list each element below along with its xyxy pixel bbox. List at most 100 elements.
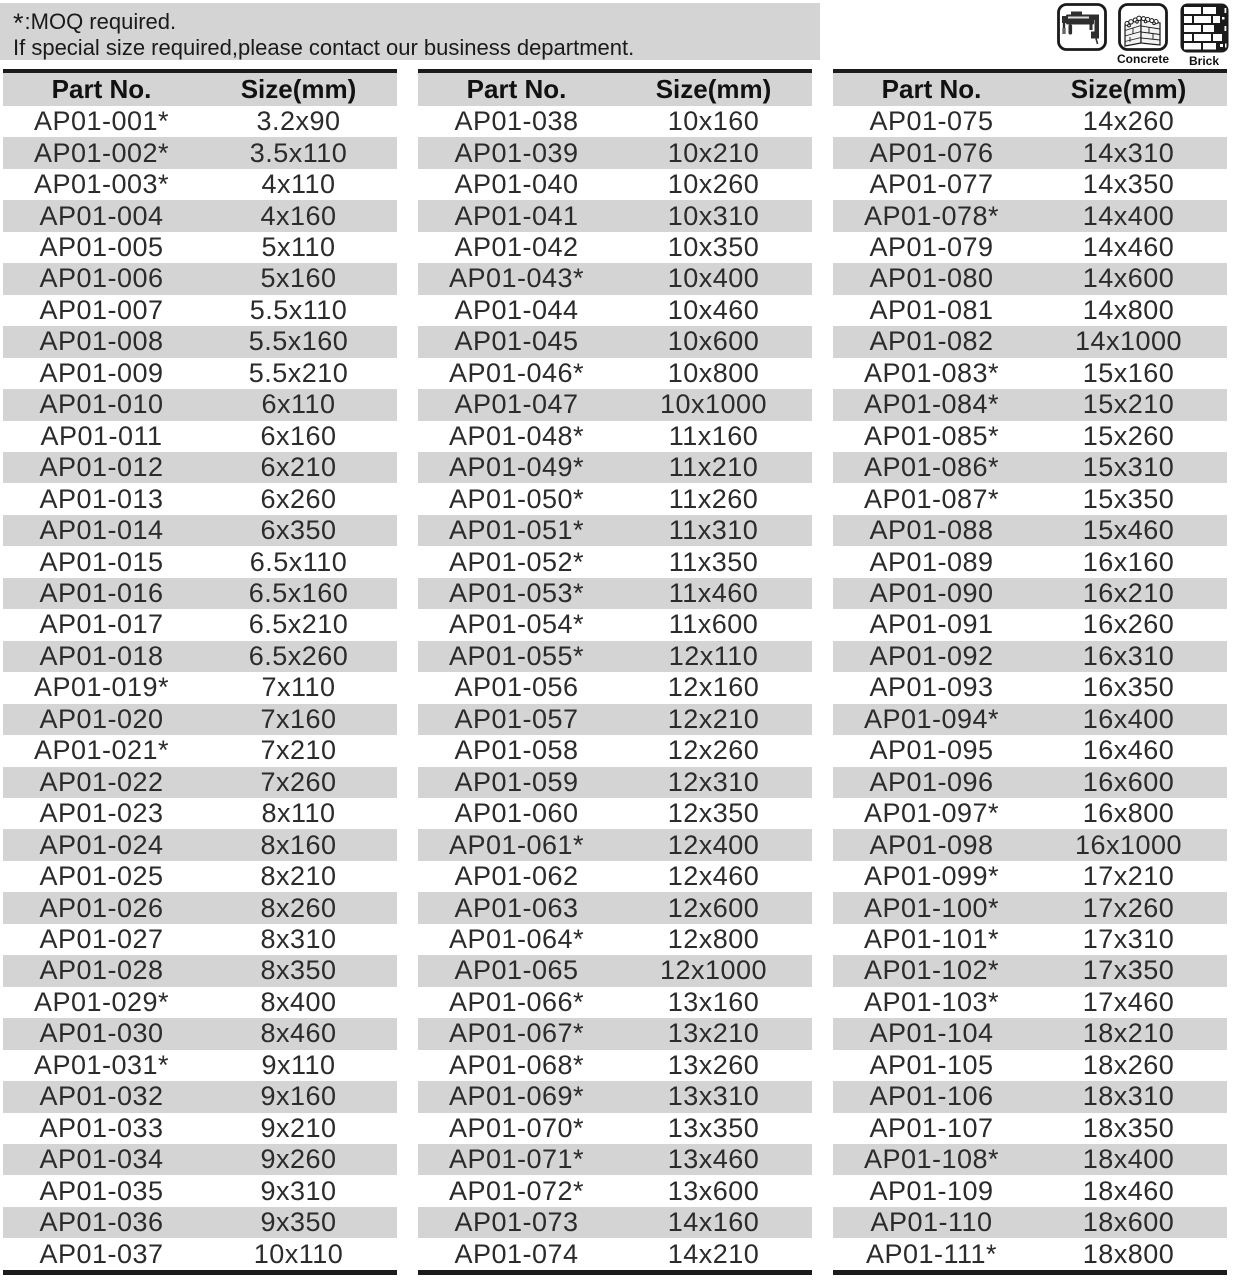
part-no-cell: AP01-040 [454, 169, 579, 200]
size-cell: 18x210 [1082, 1018, 1175, 1049]
part-no-cell: AP01-096 [869, 766, 994, 797]
size-cell: 8x160 [260, 829, 337, 860]
size-cell: 10x260 [667, 169, 760, 200]
table-row: AP01-081 14x800 [833, 294, 1227, 327]
table-row: AP01-109 18x460 [833, 1175, 1227, 1207]
table-row: AP01-085* 15x260 [833, 420, 1227, 452]
size-cell: 11x310 [668, 515, 759, 546]
part-no-cell: AP01-037 [39, 1238, 164, 1269]
part-no-cell: AP01-048* [448, 420, 585, 451]
column-header-part-no: Part No. [881, 74, 982, 104]
part-no-cell: AP01-006 [39, 263, 164, 294]
hammer-drill-icon-cell [1057, 3, 1107, 68]
table-row: AP01-099* 17x210 [833, 860, 1227, 893]
part-no-cell: AP01-033 [39, 1112, 164, 1143]
size-cell: 15x350 [1082, 483, 1175, 514]
part-no-cell: AP01-015 [39, 546, 164, 577]
part-no-cell: AP01-058 [454, 735, 579, 766]
parts-table-2: Part No. Size(mm) AP01-038 10x160 AP01-039… [418, 69, 812, 1275]
part-no-cell: AP01-029* [33, 986, 170, 1017]
part-no-cell: AP01-065 [454, 955, 579, 986]
table-row: AP01-066* 13x160 [418, 986, 812, 1019]
part-no-cell: AP01-013 [39, 483, 164, 514]
part-no-cell: AP01-050* [448, 483, 585, 514]
size-cell: 12x600 [667, 892, 760, 923]
table-row: AP01-106 18x310 [833, 1081, 1227, 1113]
table-row: AP01-072* 13x600 [418, 1175, 812, 1207]
table-body: AP01-075 14x260 AP01-076 14x310 AP01-077 14x3… [833, 106, 1227, 1270]
table-row: AP01-028 8x350 [3, 955, 397, 987]
part-no-cell: AP01-093 [869, 672, 994, 703]
table-row: AP01-092 16x310 [833, 640, 1227, 673]
size-cell: 17x460 [1082, 986, 1175, 1017]
part-no-cell: AP01-083* [863, 357, 1000, 388]
size-cell: 18x400 [1082, 1144, 1175, 1175]
table-row: AP01-016 6.5x160 [3, 577, 397, 610]
column-header-size: Size(mm) [240, 74, 357, 104]
size-cell: 7x110 [261, 672, 336, 703]
table-row: AP01-105 18x260 [833, 1049, 1227, 1082]
size-cell: 8x310 [260, 924, 337, 954]
size-cell: 5x110 [261, 232, 336, 263]
size-cell: 13x600 [667, 1175, 760, 1206]
part-no-cell: AP01-044 [454, 294, 579, 325]
size-cell: 10x210 [667, 137, 760, 168]
column-header-size: Size(mm) [1070, 74, 1187, 104]
column-header-part-no: Part No. [466, 74, 567, 104]
part-no-cell: AP01-009 [39, 357, 164, 388]
size-cell: 12x260 [667, 735, 760, 766]
table-row: AP01-037 10x110 [3, 1238, 397, 1270]
table-row: AP01-078* 14x400 [833, 200, 1227, 232]
table-row: AP01-069* 13x310 [418, 1081, 812, 1113]
part-no-cell: AP01-094* [863, 703, 1000, 734]
size-cell: 12x400 [667, 829, 760, 860]
table-row: AP01-094* 16x400 [833, 703, 1227, 736]
size-cell: 12x350 [667, 798, 760, 829]
size-cell: 6x110 [261, 389, 336, 420]
part-no-cell: AP01-066* [448, 986, 585, 1017]
part-no-cell: AP01-060 [454, 798, 579, 829]
size-cell: 10x160 [667, 106, 760, 137]
table-row: AP01-008 5.5x160 [3, 326, 397, 358]
part-no-cell: AP01-027 [39, 924, 164, 954]
size-cell: 7x160 [260, 703, 337, 734]
part-no-cell: AP01-107 [869, 1112, 994, 1143]
table-row: AP01-075 14x260 [833, 106, 1227, 138]
table-row: AP01-034 9x260 [3, 1143, 397, 1176]
size-cell: 9x260 [260, 1144, 337, 1175]
size-cell: 14x800 [1082, 294, 1175, 325]
table-row: AP01-060 12x350 [418, 797, 812, 830]
size-cell: 10x310 [667, 200, 760, 231]
table-row: AP01-068* 13x260 [418, 1049, 812, 1082]
part-no-cell: AP01-019* [33, 672, 170, 703]
part-no-cell: AP01-056 [454, 672, 579, 703]
table-row: AP01-103* 17x460 [833, 986, 1227, 1019]
size-cell: 3.2x90 [256, 106, 341, 137]
part-no-cell: AP01-031* [33, 1049, 170, 1080]
part-no-cell: AP01-026 [39, 892, 164, 923]
moq-note-box: *:MOQ required. If special size required… [0, 3, 820, 60]
parts-table-3: Part No. Size(mm) AP01-075 14x260 AP01-076… [833, 69, 1227, 1275]
size-cell: 14x400 [1082, 200, 1175, 231]
size-cell: 15x460 [1082, 515, 1175, 546]
table-row: AP01-102* 17x350 [833, 955, 1227, 987]
size-cell: 10x460 [667, 294, 760, 325]
table-row: AP01-056 12x160 [418, 672, 812, 704]
size-cell: 13x210 [667, 1018, 760, 1049]
size-cell: 18x800 [1082, 1238, 1175, 1269]
part-no-cell: AP01-059 [454, 766, 579, 797]
table-row: AP01-048* 11x160 [418, 420, 812, 452]
table-row: AP01-026 8x260 [3, 892, 397, 924]
concrete-icon-label: Concrete [1117, 52, 1170, 66]
size-cell: 8x110 [261, 798, 336, 829]
part-no-cell: AP01-002* [33, 137, 170, 168]
table-row: AP01-053* 11x460 [418, 577, 812, 610]
size-cell: 6.5x160 [248, 578, 349, 609]
table-row: AP01-050* 11x260 [418, 483, 812, 515]
table-row: AP01-024 8x160 [3, 829, 397, 861]
size-cell: 16x210 [1082, 578, 1175, 609]
table-row: AP01-100* 17x260 [833, 892, 1227, 924]
part-no-cell: AP01-079 [869, 232, 994, 263]
part-no-cell: AP01-062 [454, 861, 579, 892]
